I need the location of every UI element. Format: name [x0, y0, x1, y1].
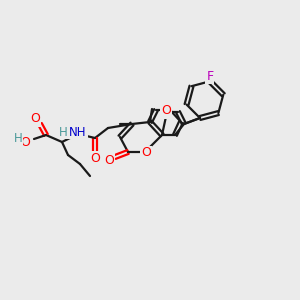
Text: F: F: [206, 70, 213, 83]
Text: O: O: [161, 104, 171, 118]
Text: O: O: [104, 154, 114, 166]
Text: O: O: [141, 146, 151, 160]
Text: O: O: [90, 152, 100, 164]
Text: H: H: [14, 133, 22, 146]
Text: O: O: [20, 136, 30, 148]
Text: O: O: [30, 112, 40, 125]
Text: H: H: [58, 125, 68, 139]
Text: NH: NH: [69, 125, 87, 139]
